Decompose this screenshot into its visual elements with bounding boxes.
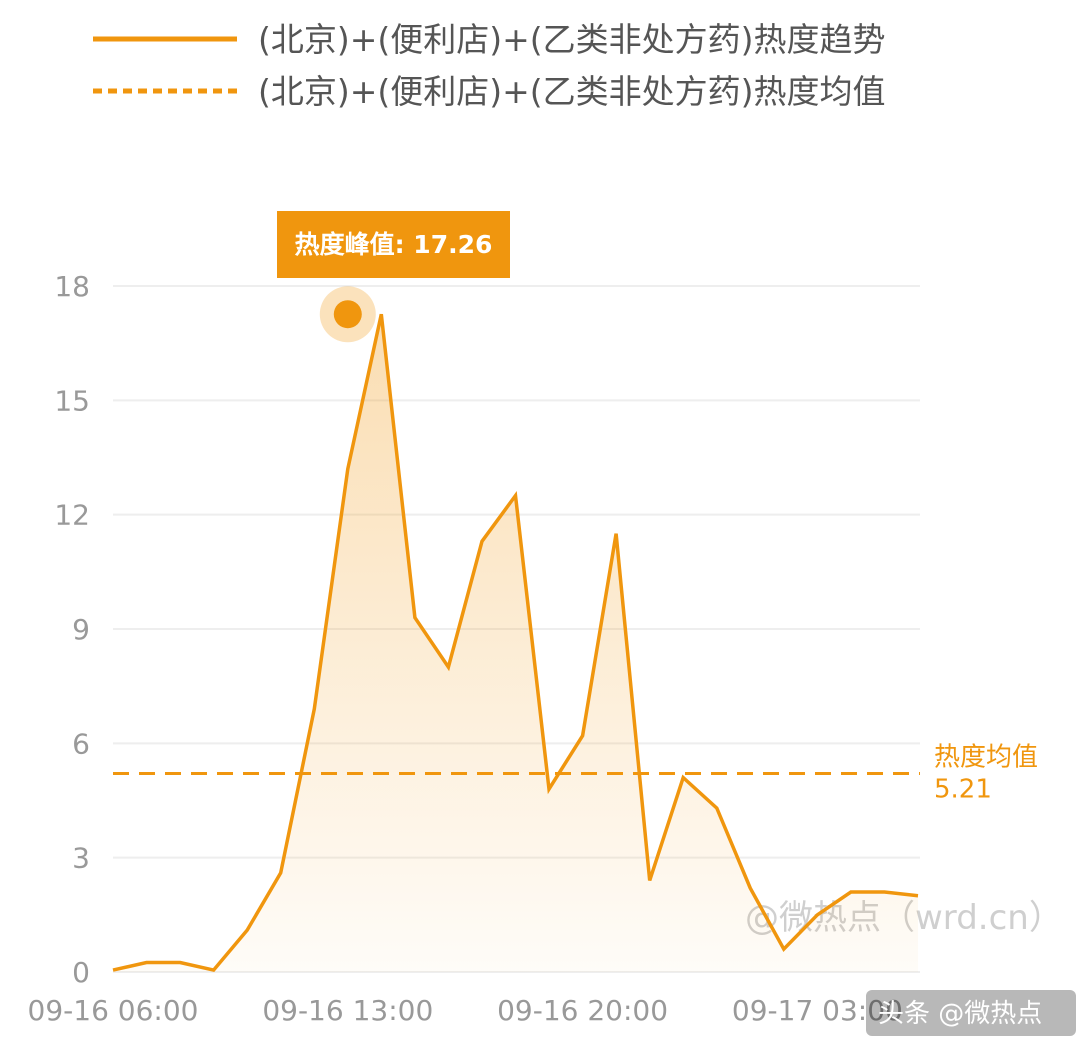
data-point: [346, 467, 350, 471]
peak-annotation: 热度峰值: 17.26: [277, 211, 510, 343]
corner-watermark-text: 头条 @微热点: [878, 999, 1042, 1029]
data-point: [312, 707, 316, 711]
legend-trend-label: (北京)+(便利店)+(乙类非处方药)热度趋势: [258, 20, 886, 59]
data-point: [648, 879, 652, 883]
series-area: [113, 314, 918, 972]
data-point: [782, 947, 786, 951]
x-tick-label: 09-16 20:00: [497, 994, 668, 1027]
y-axis: 0 3 6 9 12 15 18: [54, 270, 90, 989]
average-label: 热度均值: [934, 742, 1038, 772]
data-point: [815, 913, 819, 917]
y-tick-label: 9: [72, 613, 90, 646]
data-point: [849, 890, 853, 894]
series-line: [112, 313, 919, 973]
peak-label-box: [277, 211, 510, 278]
legend-mean-label: (北京)+(便利店)+(乙类非处方药)热度均值: [258, 72, 886, 111]
x-tick-label: 09-16 13:00: [262, 994, 433, 1027]
data-point: [480, 539, 484, 543]
y-tick-label: 0: [72, 956, 90, 989]
data-point: [145, 961, 149, 965]
data-point: [212, 968, 216, 972]
y-tick-label: 6: [72, 727, 90, 760]
peak-label: 热度峰值: 17.26: [295, 230, 493, 259]
y-tick-label: 12: [54, 499, 90, 532]
series-layer: [111, 312, 920, 973]
data-point: [178, 961, 182, 965]
data-point: [379, 312, 383, 316]
data-point: [748, 886, 752, 890]
data-point: [111, 968, 115, 972]
data-point: [715, 806, 719, 810]
y-tick-label: 3: [72, 842, 90, 875]
data-point: [883, 890, 887, 894]
data-point: [916, 894, 920, 898]
y-tick-label: 18: [54, 270, 90, 303]
data-point: [446, 665, 450, 669]
data-point: [614, 532, 618, 536]
legend: (北京)+(便利店)+(乙类非处方药)热度趋势 (北京)+(便利店)+(乙类非处…: [93, 20, 886, 111]
data-point: [681, 776, 685, 780]
peak-point: [333, 300, 362, 329]
x-tick-label: 09-17 03:00: [732, 994, 903, 1027]
y-tick-label: 15: [54, 384, 90, 417]
data-point: [413, 616, 417, 620]
x-tick-label: 09-16 06:00: [28, 994, 199, 1027]
corner-watermark: 头条 @微热点: [866, 990, 1076, 1036]
data-point: [245, 928, 249, 932]
data-point: [581, 734, 585, 738]
average-value: 5.21: [934, 774, 992, 804]
data-point: [279, 871, 283, 875]
data-point: [514, 494, 518, 498]
data-point: [547, 787, 551, 791]
corner-watermark-bg: [866, 990, 1076, 1036]
x-axis: 09-16 06:00 09-16 13:00 09-16 20:00 09-17 0…: [28, 994, 903, 1027]
